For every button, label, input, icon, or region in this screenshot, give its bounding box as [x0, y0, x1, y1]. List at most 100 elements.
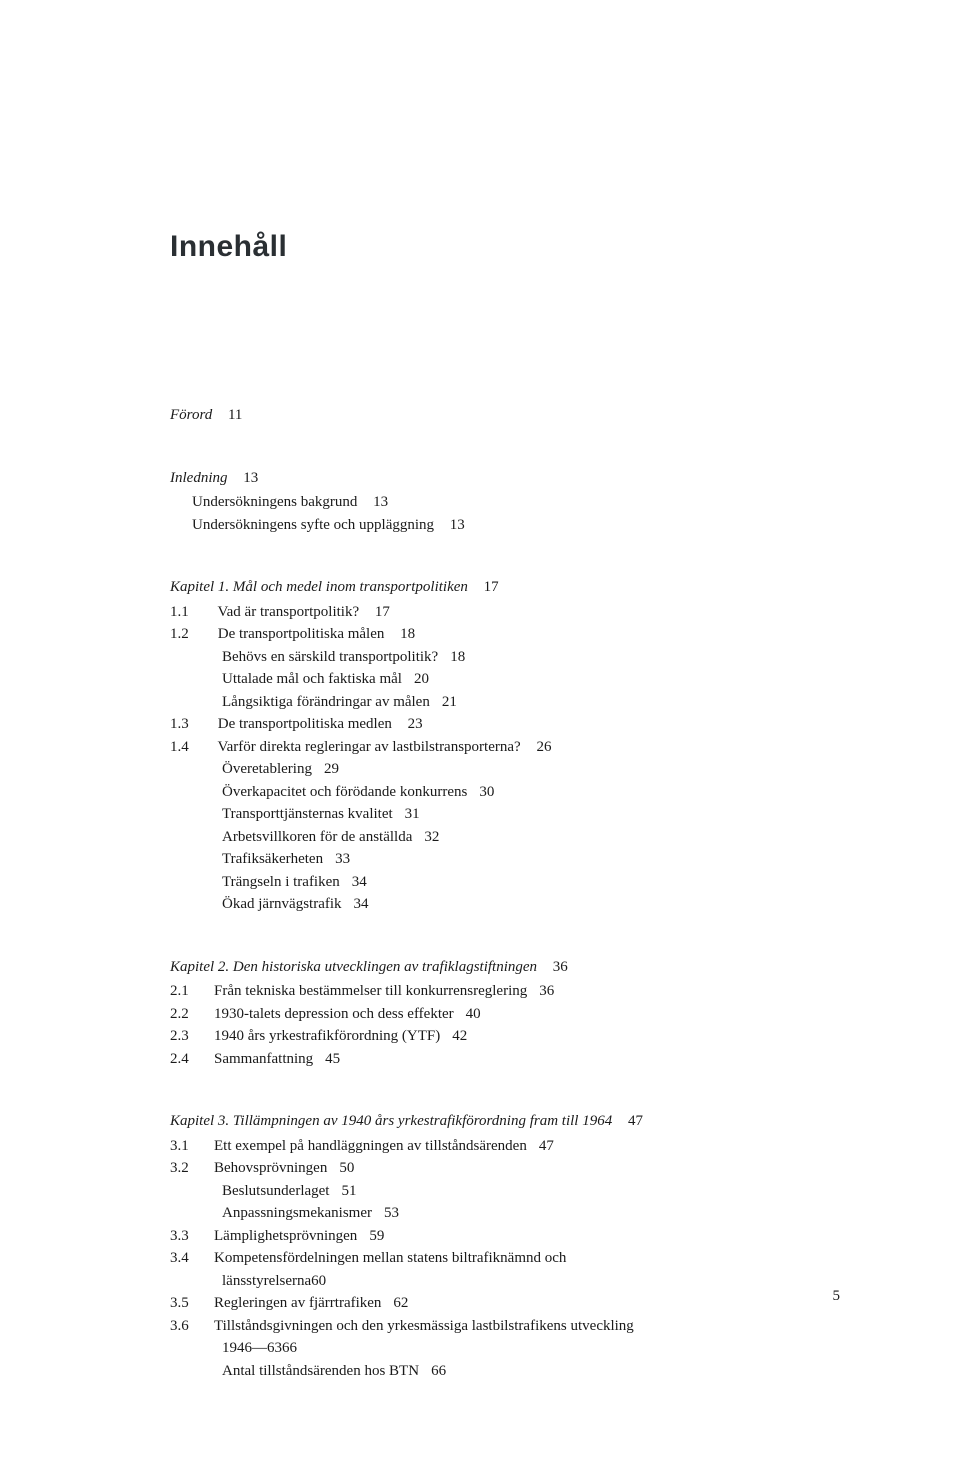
- item-num: 1.3: [192, 713, 214, 736]
- item-text: De transportpolitiska målen: [218, 626, 385, 642]
- item-text: Regleringen av fjärrtrafiken: [214, 1295, 381, 1311]
- subsub-text: Antal tillståndsärenden hos BTN: [222, 1363, 419, 1379]
- page-ref: 50: [339, 1160, 354, 1176]
- subsub-text: Trafiksäkerheten: [222, 851, 323, 867]
- toc-heading: Kapitel 1. Mål och medel inom transportp…: [170, 576, 840, 599]
- toc-heading: Kapitel 2. Den historiska utvecklingen a…: [170, 956, 840, 979]
- item-text: 1940 års yrkestrafikförordning (YTF): [214, 1028, 440, 1044]
- page-ref: 18: [400, 626, 415, 642]
- page-ref: 29: [324, 761, 339, 777]
- page-ref: 23: [408, 716, 423, 732]
- page-ref: 13: [450, 517, 465, 533]
- item-num: 1.4: [192, 736, 214, 759]
- toc-subsub: Uttalade mål och faktiska mål 20: [170, 668, 840, 691]
- toc-cont: länsstyrelserna60: [170, 1270, 840, 1293]
- subsub-text: Ökad järnvägstrafik: [222, 896, 342, 912]
- page-ref: 33: [335, 851, 350, 867]
- page-ref: 30: [479, 784, 494, 800]
- item-num: 3.2: [192, 1157, 214, 1180]
- item-num: 1.2: [192, 623, 214, 646]
- subsub-text: Behövs en särskild transportpolitik?: [222, 649, 438, 665]
- toc-subsub: Behövs en särskild transportpolitik?18: [170, 646, 840, 669]
- toc-cont: 1946—6366: [170, 1337, 840, 1360]
- item-text: 1930-talets depression och dess effekter: [214, 1006, 454, 1022]
- page-ref: 17: [484, 579, 499, 595]
- page-ref: 51: [341, 1183, 356, 1199]
- toc-heading: Inledning 13: [170, 467, 840, 490]
- item-num: 2.2: [192, 1003, 214, 1026]
- item-text: Sammanfattning: [214, 1051, 313, 1067]
- toc-item: 2.4Sammanfattning45: [192, 1048, 840, 1071]
- toc-item: 1.4 Varför direkta regleringar av lastbi…: [192, 736, 840, 759]
- item-num: 3.4: [192, 1247, 214, 1270]
- item-text: Ett exempel på handläggningen av tillstå…: [214, 1138, 527, 1154]
- page-ref: 62: [393, 1295, 408, 1311]
- page-ref: 21: [442, 694, 457, 710]
- item-text: Varför direkta regleringar av lastbilstr…: [217, 739, 520, 755]
- subsub-text: Anpassningsmekanismer: [222, 1205, 372, 1221]
- subsub-text: Trängseln i trafiken: [222, 874, 340, 890]
- section-kap2: Kapitel 2. Den historiska utvecklingen a…: [170, 956, 840, 1071]
- toc-item: 3.4Kompetensfördelningen mellan statens …: [192, 1247, 840, 1270]
- toc-item: 3.1Ett exempel på handläggningen av till…: [192, 1135, 840, 1158]
- page-ref: 60: [311, 1273, 326, 1289]
- toc-subsub: Långsiktiga förändringar av målen21: [170, 691, 840, 714]
- page-ref: 34: [352, 874, 367, 890]
- page-ref: 17: [375, 604, 390, 620]
- section-kap1: Kapitel 1. Mål och medel inom transportp…: [170, 576, 840, 916]
- page-number: 5: [833, 1288, 841, 1305]
- section-inledning: Inledning 13 Undersökningens bakgrund 13…: [170, 467, 840, 537]
- page-ref: 66: [282, 1340, 297, 1356]
- subsub-text: Uttalade mål och faktiska mål: [222, 671, 402, 687]
- toc-sub: Undersökningens bakgrund 13: [170, 491, 840, 514]
- page-ref: 34: [354, 896, 369, 912]
- toc-page: Innehåll Förord 11 Inledning 13 Undersök…: [0, 0, 960, 1482]
- page-title: Innehåll: [170, 230, 840, 264]
- toc-heading: Förord 11: [170, 404, 840, 427]
- item-num: 2.1: [192, 980, 214, 1003]
- item-text: De transportpolitiska medlen: [218, 716, 392, 732]
- toc-subsub: Ökad järnvägstrafik 34: [170, 893, 840, 916]
- item-text: Vad är transportpolitik?: [217, 604, 359, 620]
- cont-text: 1946—63: [222, 1340, 282, 1356]
- page-ref: 36: [553, 959, 568, 975]
- item-num: 3.1: [192, 1135, 214, 1158]
- heading-label: Inledning: [170, 470, 228, 486]
- toc-item: 3.3Lämplighetsprövningen 59: [192, 1225, 840, 1248]
- page-ref: 11: [228, 407, 242, 423]
- toc-subsub: Transporttjänsternas kvalitet31: [170, 803, 840, 826]
- toc-subsub: Trafiksäkerheten 33: [170, 848, 840, 871]
- item-num: 3.3: [192, 1225, 214, 1248]
- sub-text: Undersökningens bakgrund: [192, 494, 357, 510]
- page-ref: 47: [539, 1138, 554, 1154]
- toc-item: 2.31940 års yrkestrafikförordning (YTF)4…: [192, 1025, 840, 1048]
- item-num: 3.5: [192, 1292, 214, 1315]
- toc-subsub: Trängseln i trafiken 34: [170, 871, 840, 894]
- page-ref: 53: [384, 1205, 399, 1221]
- cont-text: länsstyrelserna: [222, 1273, 311, 1289]
- page-ref: 36: [539, 983, 554, 999]
- item-num: 2.3: [192, 1025, 214, 1048]
- toc-item: 1.1 Vad är transportpolitik? 17: [192, 601, 840, 624]
- toc-item: 3.2Behovsprövningen50: [192, 1157, 840, 1180]
- item-text: Lämplighetsprövningen: [214, 1228, 357, 1244]
- item-num: 1.1: [192, 601, 214, 624]
- toc-subsub: Överetablering29: [170, 758, 840, 781]
- heading-label: Förord: [170, 407, 212, 423]
- page-ref: 13: [373, 494, 388, 510]
- item-text: Från tekniska bestämmelser till konkurre…: [214, 983, 527, 999]
- heading-label: Kapitel 3. Tillämpningen av 1940 års yrk…: [170, 1113, 612, 1129]
- page-ref: 59: [369, 1228, 384, 1244]
- section-kap3: Kapitel 3. Tillämpningen av 1940 års yrk…: [170, 1110, 840, 1382]
- page-ref: 47: [628, 1113, 643, 1129]
- page-ref: 31: [405, 806, 420, 822]
- item-num: 3.6: [192, 1315, 214, 1338]
- toc-subsub: Anpassningsmekanismer 53: [170, 1202, 840, 1225]
- page-ref: 20: [414, 671, 429, 687]
- toc-item: 1.2 De transportpolitiska målen 18: [192, 623, 840, 646]
- heading-label: Kapitel 2. Den historiska utvecklingen a…: [170, 959, 537, 975]
- toc-item: 2.1Från tekniska bestämmelser till konku…: [192, 980, 840, 1003]
- toc-subsub: Överkapacitet och förödande konkurrens30: [170, 781, 840, 804]
- item-text: Kompetensfördelningen mellan statens bil…: [214, 1250, 566, 1266]
- item-text: Tillståndsgivningen och den yrkesmässiga…: [214, 1318, 634, 1334]
